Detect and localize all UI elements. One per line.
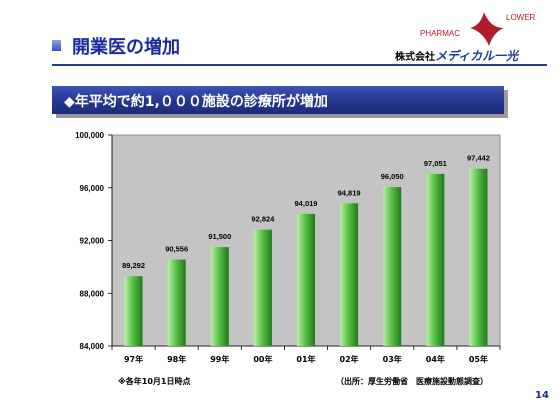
data-label: 96,050 [381, 172, 404, 181]
data-label: 91,500 [208, 232, 231, 241]
flower-petal-icon [470, 12, 504, 46]
logo-text-top: LOWER [506, 13, 536, 22]
y-tick-label: 88,000 [80, 289, 105, 298]
y-tick-label: 84,000 [80, 342, 105, 351]
page-title: 開業医の増加 [72, 37, 180, 58]
x-tick-label: 05年 [469, 354, 488, 364]
x-tick-label: 97年 [124, 354, 143, 364]
banner: ◆年平均で約1,０００施設の診療所が増加 [52, 86, 504, 114]
data-label: 94,819 [338, 188, 361, 197]
page-number: 14 [535, 390, 549, 401]
bar [469, 168, 488, 346]
data-label: 97,051 [424, 159, 447, 168]
bar [297, 213, 315, 346]
banner-text: ◆年平均で約1,０００施設の診療所が増加 [64, 94, 328, 110]
flower-leaf-icon [486, 10, 500, 22]
footnote-date: ※各年10月1日時点 [118, 377, 191, 386]
title-bullet [52, 40, 61, 51]
y-tick-label: 96,000 [80, 184, 105, 193]
x-tick-label: 01年 [296, 354, 315, 364]
footnote-source: （出所：厚生労働省 医療施設動態調査） [336, 377, 488, 386]
bar [340, 203, 359, 346]
bar [124, 276, 143, 346]
x-tick-label: 00年 [253, 354, 272, 364]
data-label: 92,824 [251, 215, 275, 224]
pharmac-flower-logo: LOWER PHARMAC [420, 10, 536, 46]
bar [210, 247, 229, 346]
bar [253, 229, 272, 346]
company-name: 株式会社メディカル一光 [395, 47, 518, 64]
data-label: 97,442 [467, 154, 490, 163]
data-label: 89,292 [122, 261, 145, 270]
x-tick-label: 03年 [383, 354, 402, 364]
logo-text-left: PHARMAC [420, 29, 460, 38]
y-tick-label: 92,000 [80, 237, 105, 246]
bar [383, 187, 402, 346]
x-tick-label: 98年 [167, 354, 186, 364]
x-tick-label: 99年 [210, 354, 229, 364]
data-label: 94,019 [295, 199, 318, 208]
bar [167, 259, 186, 346]
x-tick-label: 04年 [426, 354, 445, 364]
company-prefix: 株式会社 [395, 52, 435, 63]
company-brand-name: メディカル一光 [435, 49, 519, 63]
title-divider [52, 64, 547, 66]
y-tick-label: 100,000 [75, 131, 104, 140]
data-label: 90,556 [165, 245, 188, 254]
bar [426, 173, 445, 346]
x-tick-label: 02年 [340, 354, 359, 364]
